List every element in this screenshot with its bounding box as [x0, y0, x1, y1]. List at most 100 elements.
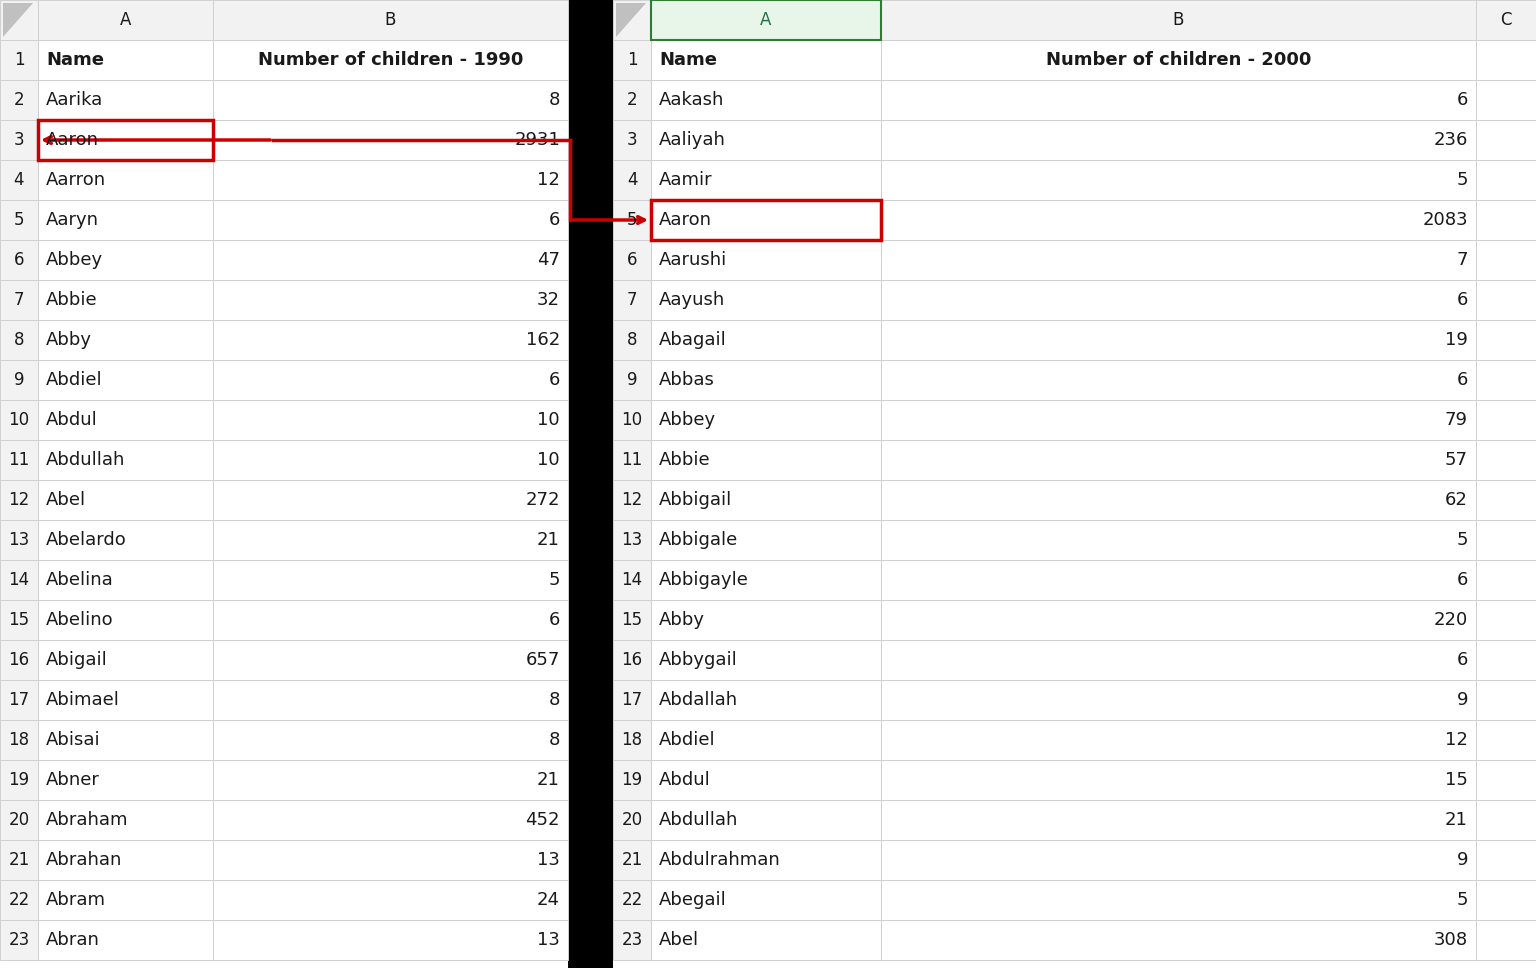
Text: 236: 236	[1433, 131, 1468, 149]
Bar	[651, 800, 882, 840]
Bar	[651, 680, 882, 720]
Bar	[0, 440, 38, 480]
Text: Aaliyah: Aaliyah	[659, 131, 727, 149]
Bar	[613, 560, 651, 600]
Text: Abdullah: Abdullah	[659, 811, 739, 829]
Text: Abdul: Abdul	[46, 411, 98, 429]
Bar	[613, 0, 1536, 968]
Bar	[1476, 440, 1536, 480]
Text: 17: 17	[8, 691, 29, 709]
Bar	[0, 160, 38, 200]
Text: 19: 19	[622, 771, 642, 789]
Text: Aarron: Aarron	[46, 171, 106, 189]
Text: 13: 13	[622, 531, 642, 549]
Bar	[38, 480, 214, 520]
Bar	[38, 320, 214, 360]
Text: Abelino: Abelino	[46, 611, 114, 629]
Text: 4: 4	[627, 171, 637, 189]
Text: 1: 1	[14, 51, 25, 69]
Bar	[1476, 720, 1536, 760]
Text: 3: 3	[627, 131, 637, 149]
Text: 15: 15	[622, 611, 642, 629]
Bar	[38, 40, 214, 80]
Bar	[214, 120, 568, 160]
Text: 6: 6	[14, 251, 25, 269]
Bar	[38, 160, 214, 200]
Text: Abran: Abran	[46, 931, 100, 949]
Bar	[882, 880, 1476, 920]
Bar	[651, 520, 882, 560]
Bar	[38, 840, 214, 880]
Text: Abby: Abby	[46, 331, 92, 349]
Text: 7: 7	[14, 291, 25, 309]
Text: B: B	[386, 11, 396, 29]
Bar	[214, 800, 568, 840]
Bar	[651, 880, 882, 920]
Bar	[38, 120, 214, 160]
Text: 9: 9	[14, 371, 25, 389]
Bar	[651, 480, 882, 520]
Text: 5: 5	[1456, 891, 1468, 909]
Text: Abdiel: Abdiel	[659, 731, 716, 749]
Bar	[651, 400, 882, 440]
Bar	[882, 80, 1476, 120]
Text: 6: 6	[548, 611, 561, 629]
Text: Abbey: Abbey	[46, 251, 103, 269]
Bar	[882, 600, 1476, 640]
Text: 12: 12	[1445, 731, 1468, 749]
Bar	[882, 800, 1476, 840]
Text: 7: 7	[627, 291, 637, 309]
Bar	[882, 280, 1476, 320]
Text: 13: 13	[538, 931, 561, 949]
Text: Aarushi: Aarushi	[659, 251, 727, 269]
Text: Abbygail: Abbygail	[659, 651, 737, 669]
Bar	[651, 600, 882, 640]
Bar	[613, 360, 651, 400]
Bar	[1476, 760, 1536, 800]
Bar	[214, 200, 568, 240]
Bar	[613, 240, 651, 280]
Text: Abelardo: Abelardo	[46, 531, 127, 549]
Bar	[38, 680, 214, 720]
Bar	[0, 0, 38, 40]
Text: Aaron: Aaron	[46, 131, 98, 149]
Text: Abagail: Abagail	[659, 331, 727, 349]
Bar	[613, 320, 651, 360]
Bar	[882, 160, 1476, 200]
Bar	[1476, 200, 1536, 240]
Text: 10: 10	[538, 451, 561, 469]
Bar	[0, 760, 38, 800]
Bar	[613, 760, 651, 800]
Bar	[882, 0, 1476, 40]
Bar	[214, 600, 568, 640]
Bar	[214, 520, 568, 560]
Bar	[38, 600, 214, 640]
Text: 6: 6	[548, 211, 561, 229]
Bar	[38, 360, 214, 400]
Bar	[214, 720, 568, 760]
Bar	[882, 760, 1476, 800]
Text: 162: 162	[525, 331, 561, 349]
Bar	[613, 400, 651, 440]
Text: Abimael: Abimael	[46, 691, 120, 709]
Bar	[882, 520, 1476, 560]
Bar	[0, 480, 38, 520]
Text: 13: 13	[538, 851, 561, 869]
Text: Abby: Abby	[659, 611, 705, 629]
Text: Aayush: Aayush	[659, 291, 725, 309]
Bar	[0, 240, 38, 280]
Text: Aarika: Aarika	[46, 91, 103, 109]
Text: 32: 32	[538, 291, 561, 309]
Bar	[214, 560, 568, 600]
Text: Number of children - 2000: Number of children - 2000	[1046, 51, 1312, 69]
Bar	[38, 120, 214, 160]
Bar	[1476, 560, 1536, 600]
Text: 308: 308	[1435, 931, 1468, 949]
Bar	[882, 920, 1476, 960]
Text: Abegail: Abegail	[659, 891, 727, 909]
Text: 5: 5	[1456, 171, 1468, 189]
Bar	[651, 920, 882, 960]
Text: 5: 5	[1456, 531, 1468, 549]
Bar	[1476, 520, 1536, 560]
Text: Abraham: Abraham	[46, 811, 129, 829]
